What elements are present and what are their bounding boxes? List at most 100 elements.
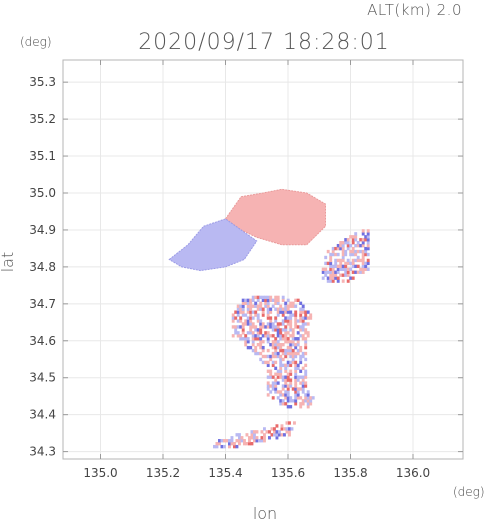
y-tick-label: 34.6 [29,334,56,348]
echo-cell [291,328,295,332]
echo-cell [341,267,345,271]
echo-cell [331,279,335,283]
echo-cell [344,270,348,274]
echo-cell [361,264,365,269]
echo-cell [234,331,238,335]
echo-cell [275,433,279,437]
echo-cell [269,319,273,323]
echo-cell [366,261,370,266]
echo-cell [276,295,280,300]
echo-cell [249,325,253,329]
echo-cell [236,310,240,314]
echo-cell [253,439,256,443]
echo-cell [356,258,360,263]
echo-cell [274,345,278,350]
echo-cell [250,442,254,446]
echo-cell [294,390,298,394]
echo-cell [249,345,253,350]
echo-cell [271,304,275,308]
echo-cell [351,264,355,269]
echo-cell [284,378,288,382]
echo-cell [271,354,275,359]
echo-cell [263,433,266,437]
echo-cell [274,390,278,394]
echo-cell [354,235,358,239]
echo-cell [276,390,280,394]
echo-cell [239,310,243,314]
echo-cell [279,375,283,379]
echo-cell [228,439,231,443]
echo-cell [249,310,253,314]
echo-cell [364,235,368,239]
echo-cell [354,264,358,269]
echo-cell [331,252,335,257]
echo-cell [359,270,363,274]
echo-cell [249,328,253,332]
echo-cell [304,369,308,373]
x-tick-label: 135.2 [146,466,180,480]
echo-cell [296,348,300,353]
echo-cell [251,331,255,335]
y-tick-label: 35.1 [29,149,56,163]
echo-cell [301,304,305,308]
echo-cell [246,301,250,305]
echo-cell [331,249,335,254]
echo-cell [246,304,250,308]
echo-cell [271,342,275,347]
echo-cell [294,351,298,356]
echo-cell [294,375,298,379]
echo-cell [294,310,298,314]
echo-cell [276,301,280,305]
echo-cell [306,393,310,397]
echo-cell [329,276,333,280]
echo-cell [309,399,313,403]
echo-cell [339,273,343,277]
echo-cell [254,325,258,329]
echo-cell [289,360,293,365]
echo-cell [254,334,258,338]
echo-cell [256,331,260,335]
echo-cell [271,387,275,391]
echo-cell [274,354,278,359]
echo-cell [336,279,340,283]
echo-cell [254,310,258,314]
echo-cell [251,334,255,338]
echo-cell [294,313,298,317]
echo-cell [256,334,260,338]
echo-cell [251,340,255,344]
echo-cell [266,310,270,314]
echo-cell [356,255,360,260]
echo-cell [266,363,270,368]
echo-cell [284,393,288,397]
echo-cell [301,366,305,370]
echo-cell [364,261,368,266]
echo-cell [266,381,270,385]
echo-cell [279,399,283,403]
echo-cell [289,342,293,347]
echo-cell [331,270,335,274]
echo-cell [241,328,245,332]
echo-cell [231,319,235,323]
echo-cell [288,427,291,431]
echo-cell [256,304,260,308]
echo-cell [246,322,250,326]
echo-cell [244,334,248,338]
echo-cell [299,334,303,338]
echo-cell [299,310,303,314]
echo-cell [289,334,293,338]
echo-cell [269,334,273,338]
echo-cell [354,249,358,254]
echo-cell [243,439,246,443]
echo-cell [285,427,289,431]
echo-cell [266,304,270,308]
echo-cell [274,328,278,332]
echo-cell [223,444,226,449]
echo-cell [274,351,278,356]
echo-cell [284,307,288,311]
echo-cell [246,345,250,350]
echo-cell [346,261,350,266]
echo-cell [291,313,295,317]
echo-cell [276,298,280,303]
echo-cell [334,258,338,263]
echo-cell [274,337,278,341]
